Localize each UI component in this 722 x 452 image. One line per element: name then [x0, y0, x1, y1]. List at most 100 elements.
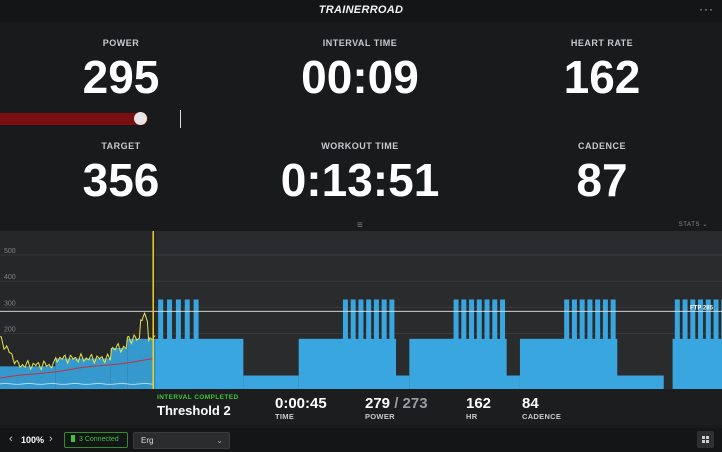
devices-connected-button[interactable]: 3 Connected	[64, 432, 128, 448]
mode-value: Erg	[141, 436, 154, 445]
interval-status: INTERVAL COMPLETED	[157, 394, 239, 401]
workout-time-label: WORKOUT TIME	[321, 141, 399, 151]
interval-power-target: 273	[402, 395, 428, 412]
power-label: POWER	[102, 38, 140, 48]
interval-time-label: TIME	[275, 412, 295, 421]
interval-spike	[579, 299, 585, 389]
interval-spike	[350, 299, 356, 389]
interval-spike	[564, 299, 570, 389]
heart-rate-metric: HEART RATE 162	[482, 38, 722, 100]
power-trace	[0, 311, 156, 371]
interval-spike	[705, 299, 711, 389]
interval-spike	[674, 299, 680, 389]
interval-spike	[453, 299, 459, 389]
interval-spike	[184, 299, 190, 389]
zoom-out-button[interactable]: ‹	[9, 433, 13, 445]
workout-segment	[110, 347, 128, 389]
mode-select[interactable]: Erg ⌄	[133, 432, 230, 449]
cadence-value: 87	[576, 154, 628, 206]
interval-spike	[602, 299, 608, 389]
interval-spike	[389, 299, 395, 389]
interval-spike	[167, 299, 173, 389]
workout-segment	[243, 375, 299, 389]
trainerroad-logo: TRAINERROAD	[318, 4, 404, 16]
y-tick-label: 200	[4, 327, 16, 334]
heart-rate-value: 162	[563, 51, 641, 103]
target-metric: TARGET 356	[1, 141, 241, 203]
interval-power-value: 279 / 273	[365, 395, 428, 412]
power-bar	[0, 113, 148, 125]
interval-info-bar	[0, 389, 722, 425]
interval-spike	[469, 299, 475, 389]
cadence-trace	[0, 382, 153, 385]
interval-power-label: POWER	[365, 412, 395, 421]
battery-icon	[71, 435, 75, 442]
chart-drag-handle-icon[interactable]: ≡	[357, 220, 363, 231]
power-value: 295	[82, 51, 160, 103]
interval-hr-label: HR	[466, 412, 478, 421]
workout-chart-svg: 200 300 400 500 FTP 285	[0, 231, 722, 389]
interval-power-separator: /	[394, 395, 399, 412]
interval-spike	[461, 299, 467, 389]
interval-spike	[587, 299, 593, 389]
zoom-in-button[interactable]: ›	[49, 433, 53, 445]
cadence-label: CADENCE	[577, 141, 626, 151]
interval-time-metric: INTERVAL TIME 00:09	[240, 38, 480, 100]
stats-toggle[interactable]: STATS ⌄	[679, 221, 708, 228]
interval-spike	[500, 299, 506, 389]
power-bar-knob	[134, 112, 147, 125]
top-bar	[0, 0, 722, 22]
interval-power-actual: 279	[365, 395, 391, 412]
interval-spike	[175, 299, 181, 389]
y-tick-label: 300	[4, 300, 16, 307]
interval-spike	[158, 299, 164, 389]
interval-time-value: 0:00:45	[275, 395, 327, 412]
interval-spike	[381, 299, 387, 389]
interval-spike	[610, 299, 616, 389]
interval-cadence-value: 84	[522, 395, 539, 412]
interval-spike	[492, 299, 498, 389]
interval-spike	[698, 299, 704, 389]
interval-time-label: INTERVAL TIME	[322, 38, 398, 48]
cadence-metric: CADENCE 87	[482, 141, 722, 203]
chevron-down-icon: ⌄	[216, 436, 223, 445]
interval-spike	[571, 299, 577, 389]
interval-hr-value: 162	[466, 395, 492, 412]
ftp-label: FTP 285	[690, 305, 714, 311]
interval-spike	[484, 299, 490, 389]
target-value: 356	[82, 154, 160, 206]
interval-spike	[366, 299, 372, 389]
more-dots-icon[interactable]: ···	[699, 2, 714, 16]
interval-spike	[358, 299, 364, 389]
heart-rate-trace	[0, 358, 153, 379]
workout-segment	[619, 375, 664, 389]
y-tick-label: 400	[4, 274, 16, 281]
interval-spike	[373, 299, 379, 389]
stats-label: STATS	[678, 222, 701, 228]
interval-spike	[713, 299, 719, 389]
grid-icon[interactable]	[697, 431, 714, 448]
y-tick-label: 500	[4, 248, 16, 255]
interval-cadence-label: CADENCE	[522, 412, 562, 421]
workout-segment	[127, 338, 155, 389]
power-target-tick	[180, 110, 181, 128]
interval-spike	[342, 299, 348, 389]
interval-spike	[476, 299, 482, 389]
workout-segment	[196, 338, 244, 389]
workout-chart[interactable]: 200 300 400 500 FTP 285	[0, 231, 722, 389]
target-label: TARGET	[101, 141, 141, 151]
interval-spike	[595, 299, 601, 389]
interval-name: Threshold 2	[157, 403, 231, 418]
workout-time-metric: WORKOUT TIME 0:13:51	[240, 141, 480, 203]
workout-time-value: 0:13:51	[280, 154, 440, 206]
interval-spike	[193, 299, 199, 389]
heart-rate-label: HEART RATE	[570, 38, 634, 48]
zoom-level: 100%	[21, 435, 45, 445]
interval-spike	[682, 299, 688, 389]
interval-spike	[690, 299, 696, 389]
workout-segment	[0, 366, 56, 389]
power-metric: POWER 295	[1, 38, 241, 100]
connected-label: 3 Connected	[79, 436, 119, 443]
interval-time-value: 00:09	[301, 51, 419, 103]
chevron-down-icon: ⌄	[702, 222, 708, 228]
